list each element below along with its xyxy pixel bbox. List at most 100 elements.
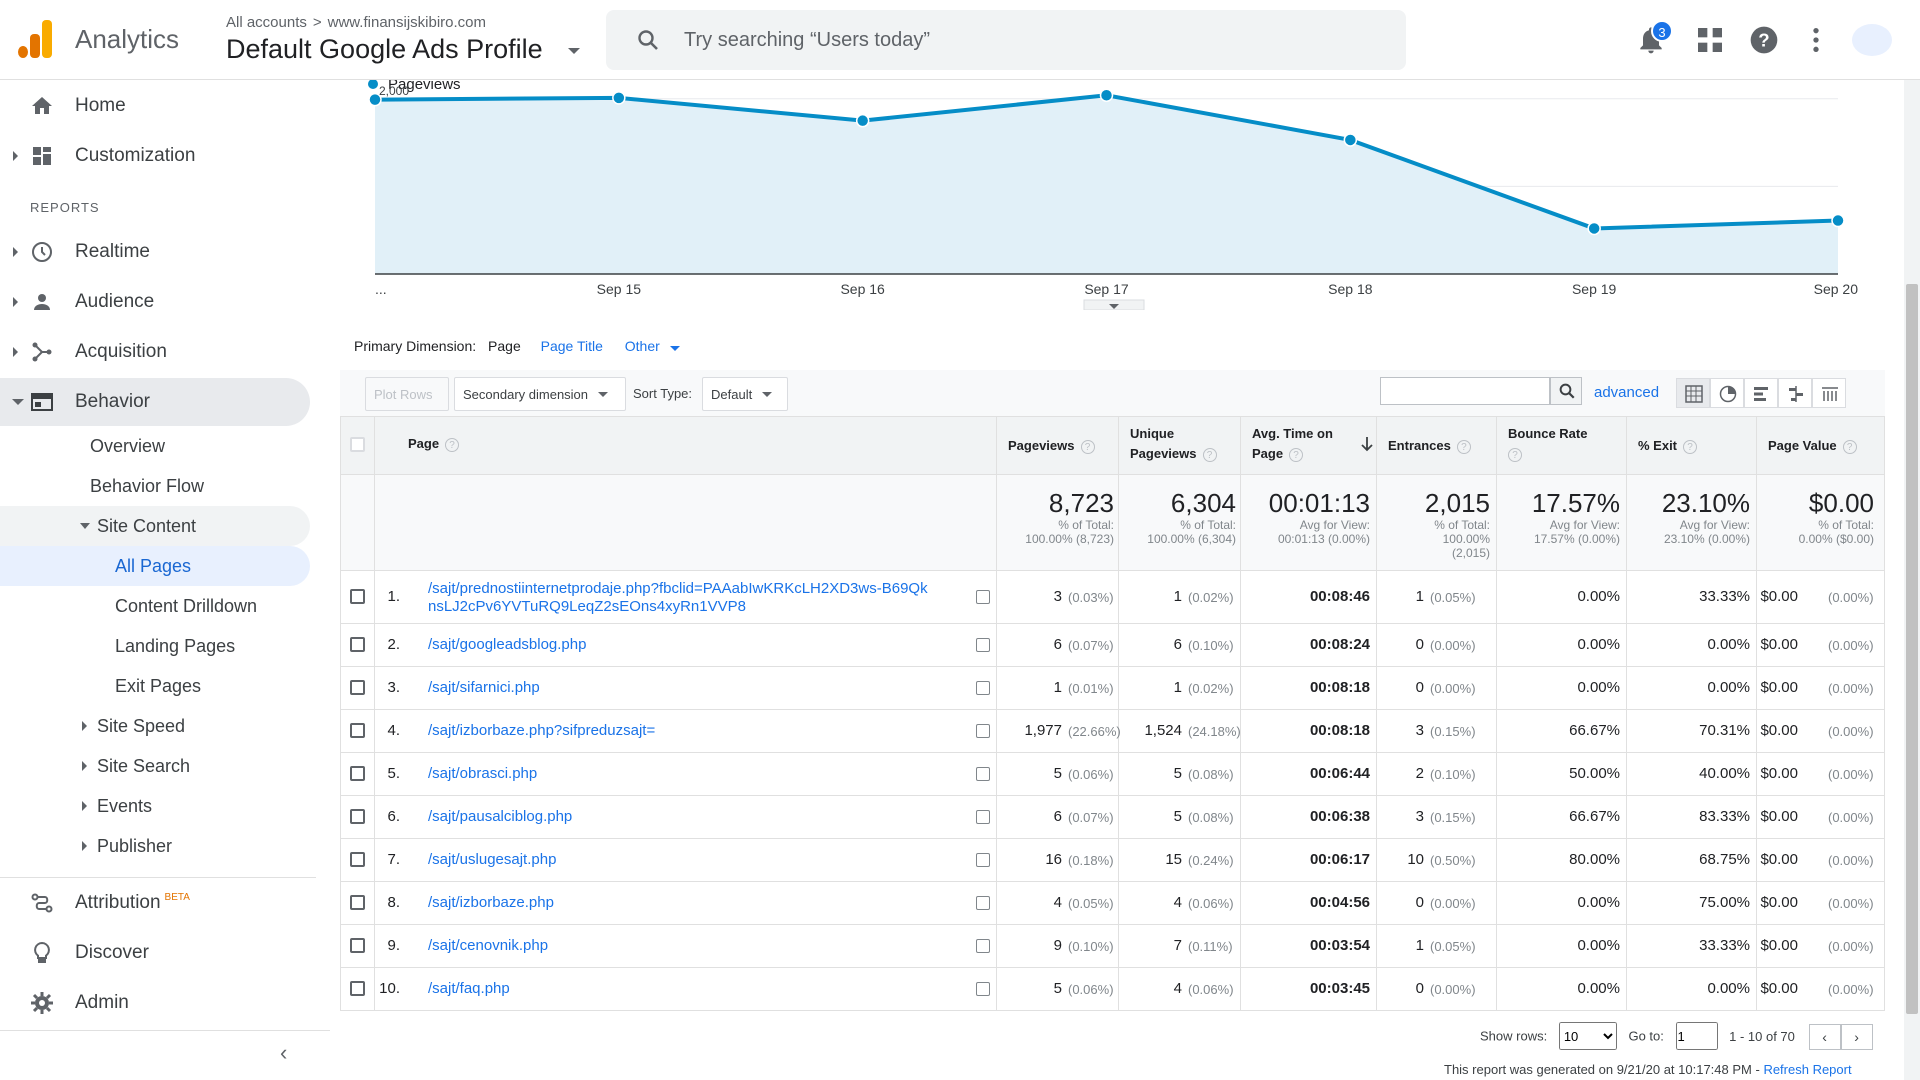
page-path-link[interactable]: /sajt/obrasci.php (428, 764, 538, 782)
open-page-icon[interactable] (976, 852, 990, 867)
open-page-icon[interactable] (976, 938, 990, 953)
sidebar-item-events[interactable]: Events (0, 786, 310, 826)
analytics-logo-icon[interactable] (18, 20, 52, 58)
plot-rows-button[interactable]: Plot Rows (365, 377, 449, 411)
sidebar-item-admin[interactable]: Admin (0, 979, 310, 1027)
advanced-filter-link[interactable]: advanced (1594, 384, 1660, 401)
sort-descending-arrow-icon[interactable] (1360, 436, 1374, 452)
row-checkbox[interactable] (350, 980, 365, 996)
help-icon[interactable]: ? (1842, 440, 1857, 454)
column-header-bounce-rate[interactable]: Bounce Rate? (1508, 424, 1587, 464)
goto-page-input[interactable] (1675, 1022, 1718, 1050)
view-selector[interactable]: Default Google Ads Profile (226, 34, 543, 64)
open-page-icon[interactable] (976, 895, 990, 910)
help-icon[interactable]: ? (445, 438, 460, 452)
sidebar-item-all-pages[interactable]: All Pages (0, 546, 310, 586)
data-point[interactable] (612, 91, 626, 105)
row-checkbox[interactable] (350, 894, 365, 910)
column-header-entrances[interactable]: Entrances? (1388, 436, 1471, 456)
page-path-link[interactable]: /sajt/prednostiinternetprodaje.php?fbcli… (428, 579, 928, 597)
help-icon[interactable]: ? (1080, 440, 1095, 454)
scrollbar-thumb[interactable] (1906, 284, 1918, 1014)
more-vert-icon[interactable] (1800, 24, 1832, 56)
table-view-button[interactable] (1676, 378, 1710, 408)
refresh-report-link[interactable]: Refresh Report (1763, 1062, 1852, 1077)
sort-type-dropdown[interactable]: Default (702, 377, 788, 411)
pivot-view-button[interactable] (1812, 378, 1846, 408)
data-point[interactable] (368, 92, 382, 107)
sidebar-item-publisher[interactable]: Publisher (0, 826, 310, 866)
data-point[interactable] (1099, 88, 1114, 103)
select-all-checkbox[interactable] (350, 437, 365, 452)
sidebar-item-home[interactable]: Home (0, 82, 310, 130)
row-checkbox[interactable] (350, 851, 365, 867)
row-checkbox[interactable] (350, 765, 365, 781)
help-icon[interactable]: ? (1456, 440, 1471, 454)
open-page-icon[interactable] (976, 637, 990, 652)
app-title[interactable]: Analytics (75, 24, 180, 54)
show-rows-select[interactable]: 10 (1558, 1022, 1617, 1050)
account-avatar[interactable] (1852, 24, 1892, 56)
sidebar-item-realtime[interactable]: Realtime (0, 228, 310, 276)
open-page-icon[interactable] (976, 723, 990, 738)
page-path-link[interactable]: /sajt/googleadsblog.php (428, 635, 587, 653)
page-path-link[interactable]: /sajt/uslugesajt.php (428, 850, 557, 868)
apps-grid-icon[interactable] (1694, 24, 1726, 56)
sidebar-item-behavior[interactable]: Behavior (0, 378, 310, 426)
data-point[interactable] (1343, 133, 1358, 147)
search-input[interactable] (684, 24, 1364, 56)
open-page-icon[interactable] (976, 766, 990, 781)
sidebar-item-acquisition[interactable]: Acquisition (0, 328, 310, 376)
breadcrumb-account[interactable]: All accounts (226, 14, 307, 31)
page-path-link[interactable]: /sajt/cenovnik.php (428, 936, 549, 954)
sidebar-item-attribution[interactable]: Attribution BETA (0, 879, 310, 927)
breadcrumb[interactable]: All accounts > www.finansijskibiro.com (226, 14, 486, 31)
data-point[interactable] (1831, 213, 1845, 228)
open-page-icon[interactable] (976, 981, 990, 996)
help-icon[interactable]: ? (1748, 24, 1780, 56)
sidebar-item-overview[interactable]: Overview (0, 426, 310, 466)
table-filter-search-button[interactable] (1550, 377, 1582, 405)
sidebar-item-content-drilldown[interactable]: Content Drilldown (0, 586, 310, 626)
collapse-sidebar-icon[interactable]: ‹ (280, 1040, 288, 1065)
help-icon[interactable]: ? (1289, 448, 1304, 462)
sidebar-item-site-speed[interactable]: Site Speed (0, 706, 310, 746)
sidebar-item-customization[interactable]: Customization (0, 132, 310, 180)
help-icon[interactable]: ? (1683, 440, 1698, 454)
table-filter-input[interactable] (1380, 377, 1550, 405)
comparison-view-button[interactable] (1778, 378, 1812, 408)
help-icon[interactable]: ? (1202, 448, 1217, 462)
page-path-link-cont[interactable]: nsLJ2cPv6YVTuRQ9LeqZ2sEOns4xyRn1VVP8 (428, 597, 746, 615)
open-page-icon[interactable] (976, 589, 990, 604)
page-path-link[interactable]: /sajt/faq.php (428, 979, 510, 997)
secondary-dimension-dropdown[interactable]: Secondary dimension (454, 377, 626, 411)
sidebar-item-site-search[interactable]: Site Search (0, 746, 310, 786)
data-point[interactable] (1587, 221, 1601, 236)
sidebar-item-audience[interactable]: Audience (0, 278, 310, 326)
data-point[interactable] (855, 113, 870, 128)
column-header-unique-pageviews[interactable]: Unique Pageviews? (1130, 424, 1217, 464)
dimension-other[interactable]: Other (625, 338, 680, 354)
dimension-page[interactable]: Page (488, 338, 521, 354)
row-checkbox[interactable] (350, 937, 365, 953)
row-checkbox[interactable] (350, 722, 365, 738)
column-header-page-value[interactable]: Page Value? (1768, 436, 1857, 456)
column-header-avg-time-on-page[interactable]: Avg. Time on Page? (1252, 424, 1333, 464)
row-checkbox[interactable] (350, 808, 365, 824)
open-page-icon[interactable] (976, 680, 990, 695)
page-path-link[interactable]: /sajt/pausalciblog.php (428, 807, 573, 825)
sidebar-item-behavior-flow[interactable]: Behavior Flow (0, 466, 310, 506)
row-checkbox[interactable] (350, 679, 365, 695)
dimension-page-title[interactable]: Page Title (540, 338, 603, 354)
page-scrollbar[interactable] (1904, 80, 1920, 1080)
pie-view-button[interactable] (1710, 378, 1744, 408)
caret-down-icon[interactable] (568, 48, 580, 54)
performance-view-button[interactable] (1744, 378, 1778, 408)
row-checkbox[interactable] (350, 636, 365, 652)
previous-page-button[interactable]: ‹ (1808, 1024, 1841, 1051)
help-icon[interactable]: ? (1508, 448, 1522, 462)
next-page-button[interactable]: › (1840, 1024, 1873, 1051)
column-header-exit[interactable]: % Exit? (1638, 436, 1698, 456)
page-path-link[interactable]: /sajt/izborbaze.php?sifpreduzsajt= (428, 721, 656, 739)
